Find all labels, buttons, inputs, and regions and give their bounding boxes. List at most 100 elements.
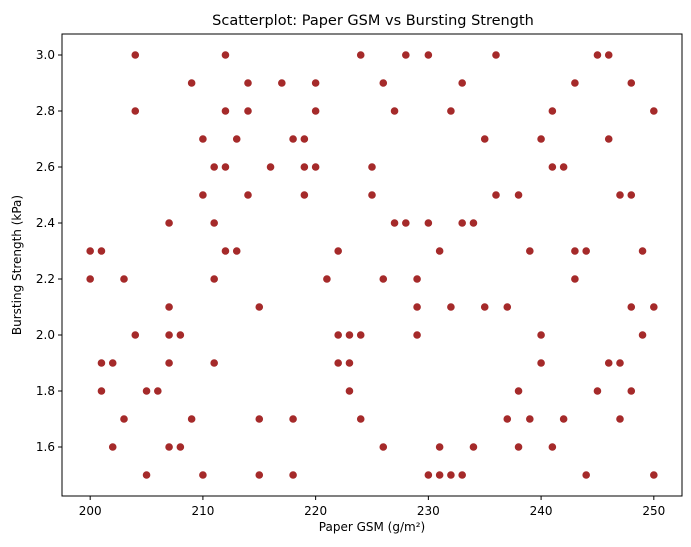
x-tick-label: 250 bbox=[642, 504, 665, 518]
y-tick-label: 2.0 bbox=[36, 328, 55, 342]
scatter-point bbox=[244, 191, 252, 199]
scatter-point bbox=[334, 331, 342, 339]
x-axis: 200 210 220 230 240 250 bbox=[79, 496, 665, 518]
y-axis: 1.6 1.8 2.0 2.2 2.4 2.6 2.8 3.0 bbox=[36, 48, 62, 454]
scatter-point bbox=[447, 471, 455, 479]
scatter-point bbox=[469, 219, 478, 227]
scatter-point bbox=[165, 331, 173, 339]
scatter-point bbox=[650, 107, 658, 115]
scatter-point bbox=[604, 359, 613, 367]
scatter-point bbox=[356, 331, 365, 339]
scatter-point bbox=[548, 443, 557, 451]
scatter-point bbox=[255, 303, 264, 311]
scatter-point bbox=[311, 79, 320, 87]
scatter-point bbox=[368, 191, 376, 199]
scatter-point bbox=[413, 303, 421, 311]
scatter-point bbox=[435, 471, 444, 479]
scatter-point bbox=[154, 387, 162, 395]
scatter-point bbox=[447, 107, 455, 115]
scatter-point bbox=[165, 359, 173, 367]
scatter-point bbox=[514, 443, 523, 451]
scatter-point bbox=[548, 163, 557, 171]
scatter-point bbox=[593, 387, 602, 395]
scatter-point bbox=[582, 471, 590, 479]
scatter-point bbox=[537, 331, 545, 339]
scatter-point bbox=[480, 303, 489, 311]
scatter-point bbox=[187, 79, 196, 87]
scatter-point bbox=[537, 359, 545, 367]
x-tick-label: 210 bbox=[191, 504, 214, 518]
scatter-point bbox=[345, 331, 354, 339]
scatter-point bbox=[300, 191, 309, 199]
scatter-point bbox=[514, 387, 523, 395]
x-axis-label: Paper GSM (g/m²) bbox=[319, 520, 425, 534]
scatter-point bbox=[311, 163, 320, 171]
scatter-point bbox=[458, 219, 466, 227]
y-tick-label: 1.6 bbox=[36, 440, 55, 454]
scatter-point bbox=[638, 331, 647, 339]
scatter-point bbox=[221, 163, 230, 171]
scatter-point bbox=[255, 471, 264, 479]
scatter-point bbox=[616, 191, 624, 199]
scatter-point bbox=[390, 219, 399, 227]
scatter-point bbox=[356, 415, 365, 423]
scatter-point bbox=[221, 51, 230, 59]
scatter-point bbox=[334, 359, 342, 367]
scatter-point bbox=[402, 219, 410, 227]
x-tick-label: 200 bbox=[79, 504, 102, 518]
scatter-point bbox=[289, 415, 297, 423]
scatter-point bbox=[311, 107, 320, 115]
data-points bbox=[86, 51, 658, 479]
scatter-point bbox=[199, 191, 207, 199]
scatter-point bbox=[627, 191, 636, 199]
scatter-point bbox=[300, 135, 309, 143]
scatter-point bbox=[345, 387, 354, 395]
y-tick-label: 2.6 bbox=[36, 160, 55, 174]
scatter-point bbox=[368, 163, 376, 171]
scatter-point bbox=[210, 275, 218, 283]
scatter-point bbox=[108, 359, 117, 367]
scatter-point bbox=[571, 79, 579, 87]
scatter-point bbox=[548, 107, 557, 115]
scatter-point bbox=[458, 79, 466, 87]
scatter-point bbox=[289, 135, 297, 143]
scatter-point bbox=[142, 387, 151, 395]
scatter-point bbox=[650, 471, 658, 479]
scatter-point bbox=[526, 415, 534, 423]
scatter-point bbox=[244, 107, 252, 115]
scatter-point bbox=[345, 359, 354, 367]
scatter-point bbox=[514, 191, 523, 199]
scatter-point bbox=[559, 415, 568, 423]
scatter-point bbox=[469, 443, 478, 451]
scatter-point bbox=[379, 79, 388, 87]
scatter-point bbox=[97, 359, 106, 367]
scatter-point bbox=[210, 359, 218, 367]
scatter-point bbox=[300, 163, 309, 171]
scatter-point bbox=[379, 443, 388, 451]
scatter-point bbox=[492, 191, 500, 199]
scatter-point bbox=[402, 51, 410, 59]
scatter-point bbox=[131, 51, 140, 59]
scatter-point bbox=[232, 247, 241, 255]
y-axis-label: Bursting Strength (kPa) bbox=[10, 195, 24, 335]
chart-title: Scatterplot: Paper GSM vs Bursting Stren… bbox=[212, 13, 534, 29]
scatter-point bbox=[480, 135, 489, 143]
scatter-point bbox=[165, 443, 173, 451]
x-tick-label: 230 bbox=[417, 504, 440, 518]
scatter-point bbox=[492, 51, 500, 59]
scatter-point bbox=[97, 247, 106, 255]
scatter-point bbox=[266, 163, 275, 171]
scatter-point bbox=[199, 135, 207, 143]
scatter-point bbox=[650, 303, 658, 311]
y-tick-label: 2.8 bbox=[36, 104, 55, 118]
scatter-point bbox=[86, 247, 94, 255]
scatter-point bbox=[582, 247, 590, 255]
scatter-point bbox=[627, 387, 636, 395]
scatter-point bbox=[559, 163, 568, 171]
scatter-point bbox=[289, 471, 297, 479]
scatter-point bbox=[176, 331, 185, 339]
scatter-point bbox=[604, 51, 613, 59]
x-tick-label: 240 bbox=[530, 504, 553, 518]
scatter-point bbox=[97, 387, 106, 395]
